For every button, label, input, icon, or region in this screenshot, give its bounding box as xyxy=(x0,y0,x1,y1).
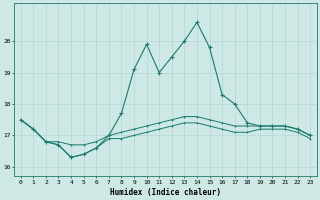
X-axis label: Humidex (Indice chaleur): Humidex (Indice chaleur) xyxy=(110,188,221,197)
